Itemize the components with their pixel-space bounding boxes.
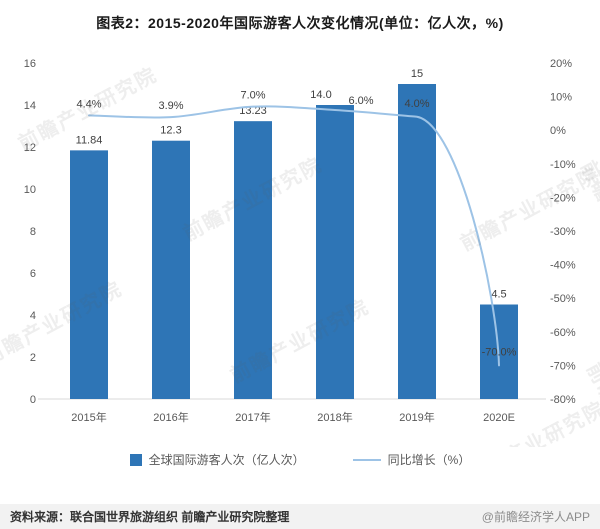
- bar-value-label: 11.84: [76, 134, 103, 146]
- left-axis-tick: 0: [30, 394, 36, 406]
- right-axis-tick: -60%: [550, 327, 576, 339]
- line-swatch-icon: [352, 458, 381, 461]
- right-axis-tick: -80%: [550, 394, 576, 406]
- bar-swatch-icon: [129, 453, 142, 466]
- x-axis-label: 2019年: [399, 410, 434, 424]
- source-text: 资料来源：联合国世界旅游组织 前瞻产业研究院整理: [10, 510, 290, 524]
- chart-area: 0 2 4 6 8 10 12 14 16 -80% -70% -60% -50% -40% -30% -20…: [0, 35, 600, 447]
- right-axis-tick: 20%: [550, 58, 572, 70]
- credit-text: @前瞻经济学人APP: [481, 510, 590, 524]
- right-axis-tick: -70%: [550, 360, 576, 372]
- bar: [398, 84, 436, 399]
- x-axis-label: 2017年: [235, 410, 270, 424]
- left-axis-tick: 12: [24, 142, 36, 154]
- legend-item-line: 同比增长（%）: [352, 451, 471, 468]
- right-axis-tick: -30%: [550, 226, 576, 238]
- bar-value-label: 15: [411, 68, 423, 80]
- bar-value-label: 12.3: [160, 125, 181, 137]
- bar-value-label: 14.0: [310, 89, 331, 101]
- chart-canvas: 0 2 4 6 8 10 12 14 16 -80% -70% -60% -50% -40% -30% -20…: [24, 58, 576, 424]
- right-axis-tick: 10%: [550, 92, 572, 104]
- line-value-label: -70.0%: [482, 346, 517, 358]
- bar: [70, 150, 108, 399]
- legend-label-line: 同比增长（%）: [387, 453, 471, 467]
- right-axis-tick: -40%: [550, 260, 576, 272]
- line-value-label: 7.0%: [240, 90, 265, 102]
- x-axis-label: 2016年: [153, 410, 188, 424]
- left-axis-tick: 2: [30, 352, 36, 364]
- x-axis-label: 2020E: [483, 412, 515, 424]
- chart-title: 图表2：2015-2020年国际游客人次变化情况(单位：亿人次，%): [96, 15, 504, 31]
- left-axis-tick: 8: [30, 226, 36, 238]
- line-value-label: 4.4%: [76, 98, 101, 110]
- left-axis-tick: 10: [24, 184, 36, 196]
- bar-value-label: 4.5: [491, 289, 506, 301]
- legend-item-bar: 全球国际游客人次（亿人次）: [129, 451, 305, 468]
- right-axis-tick: -20%: [550, 192, 576, 204]
- left-axis-tick: 16: [24, 58, 36, 70]
- growth-line: [88, 105, 500, 367]
- right-axis-tick: -10%: [550, 159, 576, 171]
- right-axis-tick: -50%: [550, 293, 576, 305]
- line-value-label: 4.0%: [404, 98, 429, 110]
- left-axis-tick: 6: [30, 268, 36, 280]
- left-axis-tick: 4: [30, 310, 36, 322]
- left-axis-tick: 14: [24, 100, 36, 112]
- bar-value-label: 13.23: [239, 105, 267, 117]
- bar: [234, 121, 272, 400]
- line-value-label: 3.9%: [158, 100, 183, 112]
- x-axis-label: 2015年: [71, 410, 106, 424]
- x-axis-label: 2018年: [317, 410, 352, 424]
- chart-legend: 全球国际游客人次（亿人次） 同比增长（%）: [0, 451, 600, 468]
- bar: [152, 140, 190, 399]
- legend-label-bar: 全球国际游客人次（亿人次）: [148, 453, 305, 467]
- right-axis-tick: 0%: [550, 125, 566, 137]
- bar: [316, 105, 354, 399]
- footer: 资料来源：联合国世界旅游组织 前瞻产业研究院整理 @前瞻经济学人APP: [0, 504, 600, 529]
- line-value-label: 6.0%: [348, 95, 373, 107]
